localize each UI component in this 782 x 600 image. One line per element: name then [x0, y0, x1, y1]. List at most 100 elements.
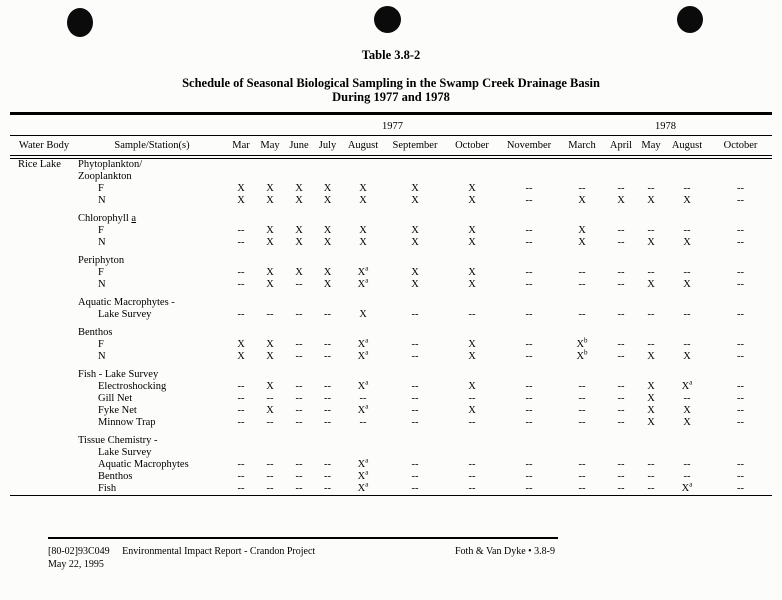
group-label: Fish - Lake Survey — [78, 369, 159, 380]
water-body-cell — [10, 255, 78, 267]
table-row: N -- X X X X X X -- X -- X X -- — [10, 237, 772, 249]
month-header: April — [605, 135, 637, 159]
cell-value: X — [468, 195, 476, 206]
cell-value: -- — [525, 381, 533, 392]
cell-value: -- — [578, 279, 586, 290]
hole-punch-dot — [67, 8, 93, 37]
water-body-cell — [10, 447, 78, 459]
cell-value: -- — [737, 279, 745, 290]
cell-value: -- — [237, 309, 245, 320]
cell-value: -- — [324, 471, 331, 482]
cell-value: -- — [525, 267, 533, 278]
month-header: May — [256, 135, 284, 159]
water-body-cell — [10, 267, 78, 279]
cell-value: -- — [617, 183, 625, 194]
cell-value: -- — [578, 405, 586, 416]
cell-value: X — [411, 237, 419, 248]
cell-value: -- — [295, 483, 303, 494]
cell-value: X — [411, 279, 419, 290]
cell-value: -- — [324, 393, 331, 404]
cell-value: -- — [468, 393, 476, 404]
cell-value: X — [323, 279, 332, 290]
water-body-cell — [10, 183, 78, 195]
water-body-cell — [10, 309, 78, 321]
cell-value: -- — [617, 393, 625, 404]
cell-value: X — [683, 195, 691, 206]
cell-value: -- — [683, 309, 691, 320]
cell-value: -- — [647, 225, 655, 236]
cell-value: -- — [578, 183, 586, 194]
cell-value: Xa — [357, 378, 369, 392]
cell-value: X — [468, 183, 476, 194]
cell-value: X — [647, 237, 655, 248]
cell-value: -- — [359, 417, 367, 428]
group-label: Benthos — [78, 327, 113, 338]
report-title-line2: During 1977 and 1978 — [332, 90, 450, 104]
cell-value: -- — [737, 351, 745, 362]
cell-value — [559, 447, 605, 459]
table-row: Gill Net -- -- -- -- -- -- -- -- -- -- X -- -- — [10, 393, 772, 405]
cell-value: -- — [295, 309, 303, 320]
cell-value: -- — [237, 471, 245, 482]
cell-value: -- — [237, 237, 245, 248]
cell-value: -- — [737, 309, 745, 320]
month-header: July — [314, 135, 341, 159]
cell-value: -- — [737, 225, 745, 236]
cell-value: X — [359, 225, 367, 236]
cell-value: -- — [617, 471, 625, 482]
table-row: F X X -- -- Xa -- X -- Xb -- -- -- -- — [10, 337, 772, 351]
table-body: Rice Lake Phytoplankton/Zooplankton F X X X X X… — [10, 157, 772, 496]
cell-value: -- — [617, 225, 625, 236]
row-label: Aquatic Macrophytes — [98, 459, 189, 470]
column-header: Sample/Station(s) — [78, 135, 226, 159]
water-body-cell — [10, 171, 78, 183]
cell-value: -- — [411, 309, 419, 320]
water-body-cell — [10, 435, 78, 447]
cell-value: -- — [525, 339, 533, 350]
table-row: Benthos — [10, 327, 772, 339]
footer-doc-code: [80-02]93C049 — [48, 546, 110, 557]
row-label: F — [98, 183, 104, 194]
cell-value: -- — [578, 471, 586, 482]
cell-value: -- — [295, 405, 303, 416]
cell-value: -- — [237, 417, 245, 428]
cell-value: X — [359, 195, 367, 206]
sampling-schedule-table: 1977 1978 Water Body Sample/Station(s) Mar M… — [10, 112, 773, 496]
table-row: Minnow Trap -- -- -- -- -- -- -- -- -- -- X X -- — [10, 417, 772, 429]
month-header: March — [559, 135, 605, 159]
cell-value: Xa — [357, 468, 369, 482]
cell-value: X — [411, 225, 419, 236]
cell-value: -- — [266, 459, 274, 470]
cell-value: -- — [295, 351, 303, 362]
cell-value — [637, 447, 665, 459]
water-body-cell — [10, 225, 78, 237]
cell-value: X — [468, 237, 476, 248]
cell-value: -- — [295, 417, 303, 428]
cell-value: -- — [411, 471, 419, 482]
cell-value: -- — [647, 339, 655, 350]
row-label: Electroshocking — [98, 381, 167, 392]
report-title: Schedule of Seasonal Biological Sampling… — [0, 76, 782, 104]
cell-value: -- — [324, 339, 331, 350]
group-label: Chlorophyll a — [78, 213, 137, 224]
row-label: Minnow Trap — [98, 417, 156, 428]
row-label: Benthos — [98, 471, 133, 482]
table-row: F X X X X X X X -- -- -- -- -- -- — [10, 183, 772, 195]
cell-value: -- — [737, 417, 745, 428]
cell-value: -- — [737, 195, 745, 206]
cell-value: -- — [237, 225, 245, 236]
cell-value: -- — [525, 393, 533, 404]
table-row: Lake Survey — [10, 447, 772, 459]
cell-value: -- — [468, 417, 476, 428]
cell-value: -- — [266, 309, 274, 320]
cell-value: -- — [411, 417, 419, 428]
cell-value: -- — [647, 471, 655, 482]
group-label: Zooplankton — [78, 171, 132, 182]
cell-value: -- — [295, 279, 303, 290]
table-row: Rice Lake Phytoplankton/ — [10, 157, 772, 171]
table-number: Table 3.8-2 — [361, 48, 421, 62]
cell-value: X — [295, 195, 303, 206]
cell-value: -- — [737, 381, 745, 392]
cell-value: Xa — [357, 276, 369, 290]
cell-value: X — [578, 195, 586, 206]
